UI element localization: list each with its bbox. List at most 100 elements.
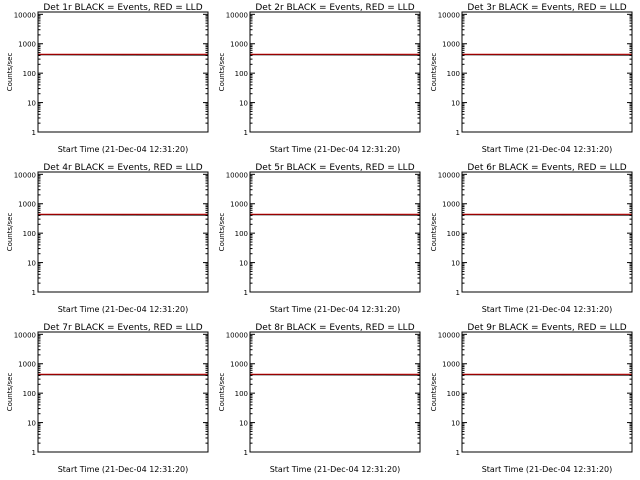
series-events: [38, 374, 208, 376]
y-tick-label: 10: [27, 260, 36, 268]
series-events: [250, 214, 420, 216]
series-lld: [462, 213, 632, 215]
series-lld: [462, 53, 632, 55]
x-axis-label: Start Time (21-Dec-04 12:31:20): [482, 145, 613, 154]
y-tick-label: 10000: [14, 171, 36, 179]
x-axis-label: Start Time (21-Dec-04 12:31:20): [270, 305, 401, 314]
y-tick-label: 1: [244, 289, 248, 297]
panel-5: Det 5r BLACK = Events, RED = LLD 1 10 100 10…: [218, 163, 421, 314]
plot-frame: [37, 11, 209, 133]
plot-frame: [249, 11, 421, 133]
y-tick-label: 1000: [442, 41, 460, 49]
y-axis-label: Counts/sec: [6, 53, 14, 92]
y-tick-label: 10: [239, 420, 248, 428]
y-tick-label: 1: [244, 449, 248, 457]
series-events: [462, 214, 632, 216]
panel-title: Det 8r BLACK = Events, RED = LLD: [255, 323, 414, 333]
series-events: [38, 214, 208, 216]
y-axis-label: Counts/sec: [430, 53, 438, 92]
panel-2: Det 2r BLACK = Events, RED = LLD 1 10 100 10…: [218, 3, 421, 154]
y-tick-label: 100: [23, 390, 36, 398]
y-tick-label: 100: [235, 70, 248, 78]
y-tick-label: 10000: [438, 11, 460, 19]
y-tick-label: 10000: [226, 331, 248, 339]
panel-title: Det 2r BLACK = Events, RED = LLD: [255, 3, 414, 13]
y-tick-label: 100: [23, 230, 36, 238]
panel-title: Det 1r BLACK = Events, RED = LLD: [43, 3, 202, 13]
series-lld: [38, 213, 208, 215]
y-tick-label: 1000: [18, 201, 36, 209]
panel-6: Det 6r BLACK = Events, RED = LLD 1 10 100 10…: [430, 163, 633, 314]
y-tick-label: 10: [239, 100, 248, 108]
series-lld: [38, 53, 208, 55]
series-events: [462, 54, 632, 56]
x-axis-label: Start Time (21-Dec-04 12:31:20): [58, 465, 189, 474]
y-tick-label: 10000: [226, 171, 248, 179]
y-tick-label: 1000: [230, 41, 248, 49]
panel-title: Det 6r BLACK = Events, RED = LLD: [467, 163, 626, 173]
panel-title: Det 7r BLACK = Events, RED = LLD: [43, 323, 202, 333]
y-tick-label: 10: [27, 420, 36, 428]
series-events: [38, 54, 208, 56]
series-lld: [462, 373, 632, 375]
y-tick-label: 10: [451, 420, 460, 428]
plot-frame: [461, 171, 633, 293]
panel-4: Det 4r BLACK = Events, RED = LLD 1 10 100 10…: [6, 163, 209, 314]
plot-frame: [249, 331, 421, 453]
y-tick-label: 10: [27, 100, 36, 108]
panel-title: Det 5r BLACK = Events, RED = LLD: [255, 163, 414, 173]
y-tick-label: 1: [32, 289, 36, 297]
y-tick-label: 1: [456, 289, 460, 297]
y-axis-label: Counts/sec: [218, 373, 226, 412]
panel-title: Det 3r BLACK = Events, RED = LLD: [467, 3, 626, 13]
y-tick-label: 100: [235, 390, 248, 398]
series-events: [250, 54, 420, 56]
y-tick-label: 1000: [442, 201, 460, 209]
plot-frame: [37, 331, 209, 453]
y-tick-label: 10000: [14, 11, 36, 19]
series-events: [462, 374, 632, 376]
y-tick-label: 1: [456, 129, 460, 137]
x-axis-label: Start Time (21-Dec-04 12:31:20): [270, 145, 401, 154]
series-lld: [38, 373, 208, 375]
x-axis-label: Start Time (21-Dec-04 12:31:20): [270, 465, 401, 474]
y-tick-label: 1: [244, 129, 248, 137]
panel-title: Det 9r BLACK = Events, RED = LLD: [467, 323, 626, 333]
y-axis-label: Counts/sec: [218, 213, 226, 252]
y-tick-label: 10000: [438, 331, 460, 339]
y-tick-label: 10: [451, 260, 460, 268]
y-tick-label: 10000: [226, 11, 248, 19]
y-tick-label: 1000: [18, 41, 36, 49]
y-tick-label: 10: [239, 260, 248, 268]
y-tick-label: 100: [23, 70, 36, 78]
y-tick-label: 100: [447, 390, 460, 398]
y-tick-label: 10: [451, 100, 460, 108]
panel-9: Det 9r BLACK = Events, RED = LLD 1 10 100 10…: [430, 323, 633, 474]
x-axis-label: Start Time (21-Dec-04 12:31:20): [482, 305, 613, 314]
x-axis-label: Start Time (21-Dec-04 12:31:20): [58, 145, 189, 154]
y-axis-label: Counts/sec: [218, 53, 226, 92]
panel-8: Det 8r BLACK = Events, RED = LLD 1 10 100 10…: [218, 323, 421, 474]
y-axis-label: Counts/sec: [430, 213, 438, 252]
y-tick-label: 100: [235, 230, 248, 238]
y-tick-label: 1000: [18, 361, 36, 369]
y-axis-label: Counts/sec: [6, 213, 14, 252]
y-axis-label: Counts/sec: [6, 373, 14, 412]
panel-7: Det 7r BLACK = Events, RED = LLD 1 10 100 10…: [6, 323, 209, 474]
x-axis-label: Start Time (21-Dec-04 12:31:20): [58, 305, 189, 314]
y-tick-label: 10000: [438, 171, 460, 179]
plot-frame: [249, 171, 421, 293]
y-tick-label: 1000: [442, 361, 460, 369]
panel-1: Det 1r BLACK = Events, RED = LLD 1 10 100 10…: [6, 3, 209, 154]
panel-title: Det 4r BLACK = Events, RED = LLD: [43, 163, 202, 173]
panel-3: Det 3r BLACK = Events, RED = LLD 1 10 100 10…: [430, 3, 633, 154]
y-tick-label: 1: [456, 449, 460, 457]
plot-frame: [37, 171, 209, 293]
y-tick-label: 10000: [14, 331, 36, 339]
y-axis-label: Counts/sec: [430, 373, 438, 412]
y-tick-label: 100: [447, 230, 460, 238]
y-tick-label: 1000: [230, 201, 248, 209]
series-events: [250, 374, 420, 376]
y-tick-label: 100: [447, 70, 460, 78]
